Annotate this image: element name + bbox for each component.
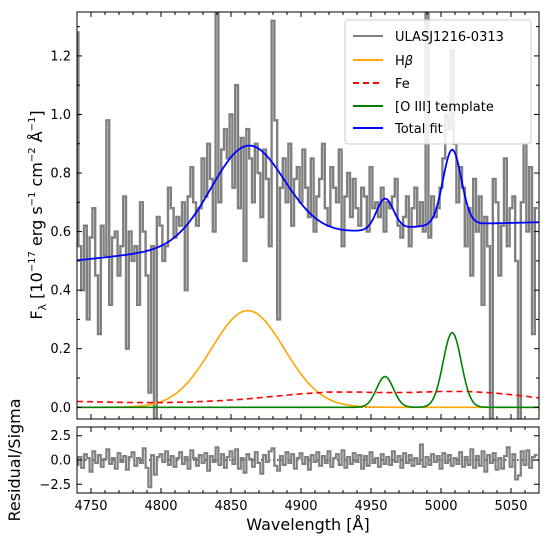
series-oiii [77,331,539,409]
residual-y-tick-label: 0.0 [50,454,71,469]
x-tick-label: 5050 [494,499,527,514]
spectrum-ticks: 0.0 0.2 0.4 0.6 0.8 1.0 1.2 [50,12,540,419]
legend-label-hbeta: Hβ [395,54,413,69]
spectrum-y-tick-label: 0.6 [50,225,71,240]
series-total-fit [77,144,539,262]
spectrum-plot-area [77,12,539,419]
x-axis-label: Wavelength [Å] [246,515,369,534]
x-tick-label: 4800 [144,499,177,514]
series-residual [77,443,538,489]
series-fe [77,390,539,404]
x-tick-label: 4950 [354,499,387,514]
spectrum-y-tick-label: 0.4 [50,284,71,299]
residual-ticks: 4750 4800 4850 4900 4950 5000 5050 −2.5 0.0 2.5 [39,427,540,514]
spectrum-y-tick-label: 0.0 [50,401,71,416]
spectrum-y-tick-label: 1.0 [50,108,71,123]
legend-label-fe: Fe [395,77,410,92]
residual-plot-area [77,443,539,489]
residual-y-tick-label: 2.5 [50,429,71,444]
spectrum-y-tick-label: 1.2 [50,49,71,64]
x-tick-label: 5000 [424,499,457,514]
spectrum-axes-frame [76,11,540,420]
spectrum-panel: 0.0 0.2 0.4 0.6 0.8 1.0 1.2 [50,11,540,420]
legend-label-total: Total fit [394,122,443,137]
spectrum-y-tick-label: 0.2 [50,342,71,357]
legend-label-spectrum: ULASJ1216-0313 [395,30,504,45]
residual-y-tick-label: −2.5 [39,478,71,493]
x-tick-label: 4750 [74,499,107,514]
legend-label-oiii: [O III] template [395,100,494,115]
residual-ylabel: Residual/Sigma [5,398,24,521]
spectrum-ylabel: Fλ [10−17 erg s−1 cm−2 Å−1] [27,110,49,319]
x-tick-label: 4850 [214,499,247,514]
series-hbeta [77,309,539,409]
spectrum-y-tick-label: 0.8 [50,167,71,182]
legend: ULASJ1216-0313 Hβ Fe [O III] template To… [344,19,532,145]
x-tick-label: 4900 [284,499,317,514]
legend-box [344,19,532,145]
residual-panel: 4750 4800 4850 4900 4950 5000 5050 −2.5 0.0 2.5 [39,426,540,514]
